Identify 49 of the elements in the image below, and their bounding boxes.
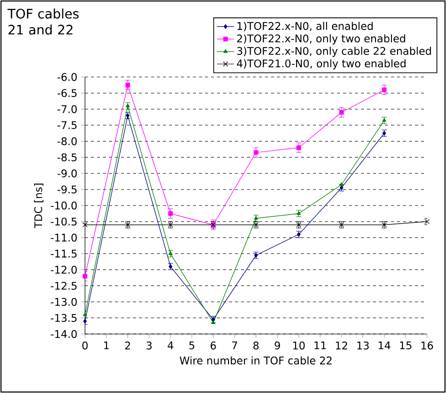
x-axis-title: Wire number in TOF cable 22 xyxy=(180,356,332,364)
x-tick-label: 8 xyxy=(253,342,259,350)
y-tick-label: -7.5 xyxy=(58,121,77,130)
x-tick-label: 14 xyxy=(378,342,390,350)
legend-label: 3)TOF22.x-N0, only cable 22 enabled xyxy=(237,46,431,57)
y-tick-label: -6.5 xyxy=(58,89,77,98)
y-axis-title: TDC [ns] xyxy=(34,184,44,228)
y-tick-label: -10.0 xyxy=(50,202,77,210)
legend-label: 1)TOF22.x-N0, all enabled xyxy=(238,22,373,32)
x-tick-label: 7 xyxy=(232,342,238,350)
x-tick-label: 10 xyxy=(293,342,305,350)
y-tick-label: -12.0 xyxy=(50,266,77,274)
legend-label: 2)TOF22.x-N0, only two enabled xyxy=(237,34,406,44)
y-tick-label: -8.5 xyxy=(58,153,77,162)
y-tick-label: -13.0 xyxy=(50,298,77,306)
x-tick-label: 0 xyxy=(82,342,88,350)
chart-title: TOF cables 21 and 22 xyxy=(8,8,79,35)
point xyxy=(125,82,130,88)
x-tick-label: 4 xyxy=(168,342,174,350)
y-tick-label: -14.0 xyxy=(50,330,77,338)
y-tick-label: -11.0 xyxy=(50,234,77,242)
y-tick-label: -7.0 xyxy=(58,105,77,114)
x-tick-label: 9 xyxy=(274,342,280,350)
x-tick-label: 11 xyxy=(314,342,326,350)
y-tick-label: -9.5 xyxy=(58,185,77,194)
y-tick-label: -6.0 xyxy=(58,73,77,81)
point xyxy=(82,222,88,228)
x-tick-label: 13 xyxy=(357,342,369,350)
y-tick-label: -12.5 xyxy=(50,282,77,290)
x-tick-label: 5 xyxy=(189,342,194,350)
x-tick-label: 15 xyxy=(400,342,412,350)
point xyxy=(339,110,344,115)
y-tick-label: -9.0 xyxy=(58,169,77,178)
y-tick-label: -13.5 xyxy=(50,314,77,322)
x-tick-label: 6 xyxy=(210,342,216,350)
point xyxy=(254,150,258,155)
y-tick-label: -10.5 xyxy=(50,218,77,226)
y-tick-label: -11.5 xyxy=(50,250,77,258)
x-tick-label: 2 xyxy=(125,342,130,350)
y-tick-label: -8.0 xyxy=(58,137,77,146)
x-tick-label: 3 xyxy=(146,342,152,350)
point xyxy=(296,145,302,150)
point xyxy=(168,211,173,216)
x-tick-label: 1 xyxy=(104,342,109,350)
point xyxy=(382,88,387,92)
x-tick-label: 12 xyxy=(336,342,348,350)
point xyxy=(82,274,88,278)
x-tick-label: 16 xyxy=(421,342,434,350)
legend-label: 4)TOF21.0-N0, only two enabled xyxy=(236,59,406,70)
